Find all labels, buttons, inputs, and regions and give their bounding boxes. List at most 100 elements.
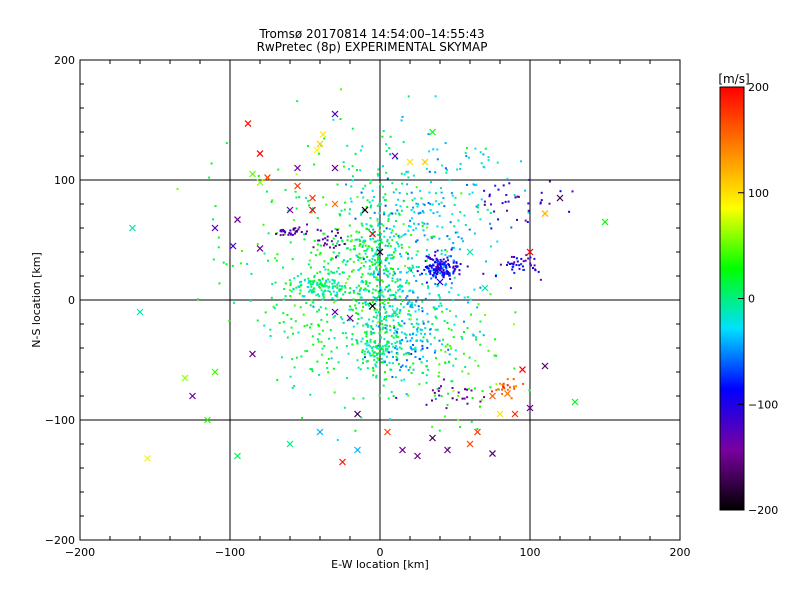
data-point xyxy=(338,284,341,287)
data-point xyxy=(362,258,365,261)
data-point xyxy=(378,343,381,345)
data-point xyxy=(371,249,374,252)
data-point xyxy=(495,383,498,386)
data-point xyxy=(371,349,374,352)
data-point xyxy=(218,282,221,285)
data-point xyxy=(395,358,398,361)
data-point xyxy=(299,289,302,292)
data-point xyxy=(515,385,518,388)
data-point xyxy=(279,234,282,237)
data-point xyxy=(359,368,362,371)
data-point xyxy=(392,274,395,277)
data-point xyxy=(284,282,287,285)
data-point xyxy=(434,308,437,311)
data-point xyxy=(388,297,391,300)
data-point xyxy=(436,249,439,252)
data-point xyxy=(371,232,374,235)
data-point xyxy=(327,262,330,265)
data-point xyxy=(415,240,418,243)
data-point xyxy=(477,364,480,367)
data-point xyxy=(446,168,449,171)
data-point xyxy=(376,268,379,271)
data-point xyxy=(487,349,490,352)
data-point xyxy=(284,231,287,234)
cross-marker xyxy=(384,428,391,436)
data-point xyxy=(338,244,341,246)
data-point xyxy=(421,210,424,213)
data-point xyxy=(452,272,455,275)
data-point xyxy=(387,270,390,273)
data-point xyxy=(395,356,398,359)
data-point xyxy=(426,226,429,229)
data-point xyxy=(350,308,353,311)
data-point xyxy=(406,183,409,186)
data-point xyxy=(378,256,381,259)
data-point xyxy=(445,267,448,270)
data-point xyxy=(392,314,395,317)
data-point xyxy=(441,164,444,167)
data-point xyxy=(313,274,316,277)
data-point xyxy=(360,222,363,225)
data-point xyxy=(360,287,362,290)
data-point xyxy=(378,292,381,294)
data-point xyxy=(385,143,387,146)
data-point xyxy=(317,293,319,296)
data-point xyxy=(398,236,401,239)
data-point xyxy=(310,323,313,326)
data-point xyxy=(425,249,428,252)
data-point xyxy=(373,276,376,278)
data-point xyxy=(433,273,436,276)
data-point xyxy=(479,320,482,323)
data-point xyxy=(319,270,322,273)
data-point xyxy=(316,272,319,275)
data-point xyxy=(326,320,329,323)
data-point xyxy=(427,285,429,288)
data-point xyxy=(431,399,433,402)
data-point xyxy=(383,338,386,341)
data-point xyxy=(391,182,394,185)
data-point xyxy=(444,167,447,170)
data-point xyxy=(449,221,452,224)
data-point xyxy=(313,239,316,242)
data-point xyxy=(439,272,442,275)
data-point xyxy=(367,344,370,347)
data-point xyxy=(272,305,275,308)
data-point xyxy=(404,233,407,236)
data-point xyxy=(362,256,365,259)
data-point xyxy=(369,354,372,357)
data-point xyxy=(351,270,353,273)
cross-marker xyxy=(331,200,339,208)
data-point xyxy=(392,270,395,273)
data-point xyxy=(409,305,412,308)
data-point xyxy=(447,271,450,274)
data-point xyxy=(297,331,300,334)
data-point xyxy=(339,88,342,91)
data-point xyxy=(330,257,333,260)
data-point xyxy=(475,183,478,186)
data-point xyxy=(286,313,289,316)
data-point xyxy=(414,304,417,307)
data-point xyxy=(327,290,330,293)
data-point xyxy=(406,205,409,208)
data-point xyxy=(336,284,339,287)
data-point xyxy=(405,352,407,355)
data-point xyxy=(370,326,373,329)
data-point xyxy=(348,212,351,215)
data-point xyxy=(479,218,482,221)
data-point xyxy=(409,303,412,306)
data-point xyxy=(442,378,445,381)
data-point xyxy=(267,232,270,235)
data-point xyxy=(490,245,492,248)
data-point xyxy=(456,168,459,171)
data-point xyxy=(452,336,455,339)
data-point xyxy=(341,271,344,274)
data-point xyxy=(383,299,386,302)
data-point xyxy=(335,242,338,245)
data-point xyxy=(413,222,415,225)
data-point xyxy=(325,203,328,206)
data-point xyxy=(411,306,414,309)
data-point xyxy=(310,211,313,214)
data-point xyxy=(367,272,370,275)
data-point xyxy=(385,310,388,313)
data-point xyxy=(405,279,408,282)
